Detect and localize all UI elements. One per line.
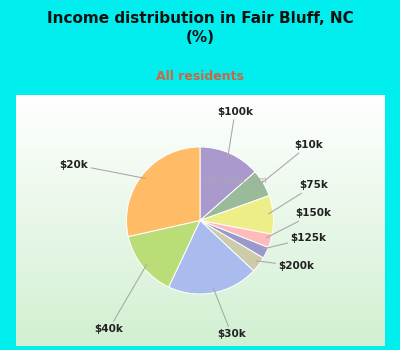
Wedge shape [200, 196, 274, 234]
Text: $20k: $20k [60, 160, 145, 178]
Text: $75k: $75k [269, 181, 328, 214]
Text: $150k: $150k [266, 209, 332, 238]
Wedge shape [200, 220, 268, 258]
Wedge shape [200, 220, 263, 271]
Text: $40k: $40k [94, 265, 147, 334]
Text: Income distribution in Fair Bluff, NC
(%): Income distribution in Fair Bluff, NC (%… [47, 11, 353, 45]
Wedge shape [128, 220, 200, 287]
Text: $200k: $200k [256, 261, 314, 271]
Text: $10k: $10k [260, 140, 323, 185]
Wedge shape [126, 147, 200, 237]
Wedge shape [200, 220, 272, 247]
Text: City-Data.com: City-Data.com [204, 176, 268, 185]
Wedge shape [200, 147, 255, 220]
Text: $100k: $100k [217, 107, 253, 157]
Text: $125k: $125k [262, 233, 326, 249]
Wedge shape [200, 172, 269, 220]
Text: All residents: All residents [156, 70, 244, 83]
Wedge shape [169, 220, 254, 294]
Text: $30k: $30k [214, 288, 246, 339]
